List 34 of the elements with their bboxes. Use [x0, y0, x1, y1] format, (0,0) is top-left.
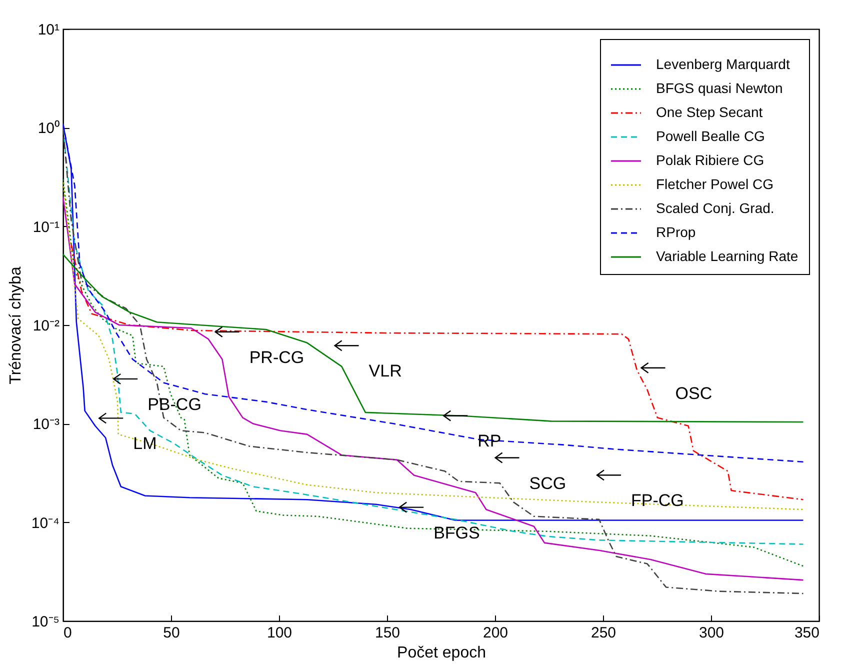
- legend-label: Levenberg Marquardt: [656, 56, 790, 72]
- annotation: SCG: [529, 474, 566, 493]
- x-tick-label: 50: [163, 624, 180, 642]
- legend-label: BFGS quasi Newton: [656, 80, 783, 96]
- legend-label: One Step Secant: [656, 104, 763, 120]
- annotation: BFGS: [434, 523, 480, 542]
- annotation: OSC: [675, 384, 712, 403]
- y-tick-label: 10⁻³: [32, 416, 60, 434]
- x-tick-label: 350: [794, 624, 820, 642]
- x-tick-label: 100: [266, 624, 292, 642]
- y-axis-title: Trénovací chyba: [7, 266, 24, 384]
- annotation: VLR: [368, 362, 402, 381]
- x-tick-label: 150: [374, 624, 400, 642]
- legend-label: Powell Bealle CG: [656, 128, 765, 144]
- y-tick-label: 10⁻²: [32, 318, 60, 334]
- x-tick-label: 200: [482, 624, 508, 642]
- legend-label: RProp: [656, 224, 696, 240]
- y-tick-label: 10⁻¹: [32, 218, 60, 236]
- legend-label: Polak Ribiere CG: [656, 152, 764, 168]
- legend-label: Fletcher Powel CG: [656, 176, 774, 192]
- x-tick-label: 0: [64, 624, 72, 642]
- annotation: PR-CG: [249, 348, 304, 367]
- annotation: FP-CG: [631, 491, 684, 510]
- y-tick-label: 10⁻⁵: [32, 614, 60, 630]
- y-tick-label: 10⁰: [38, 120, 60, 138]
- y-tick-label: 10⁻⁴: [31, 514, 60, 532]
- legend-label: Scaled Conj. Grad.: [656, 200, 774, 216]
- y-tick-label: 10¹: [38, 22, 60, 38]
- annotation: LM: [133, 434, 157, 454]
- x-tick-label: 250: [590, 624, 616, 642]
- legend-label: Variable Learning Rate: [656, 248, 798, 264]
- x-axis-title: Počet epoch: [397, 644, 486, 662]
- x-tick-label: 300: [698, 624, 724, 642]
- annotation: PB-CG: [148, 394, 202, 414]
